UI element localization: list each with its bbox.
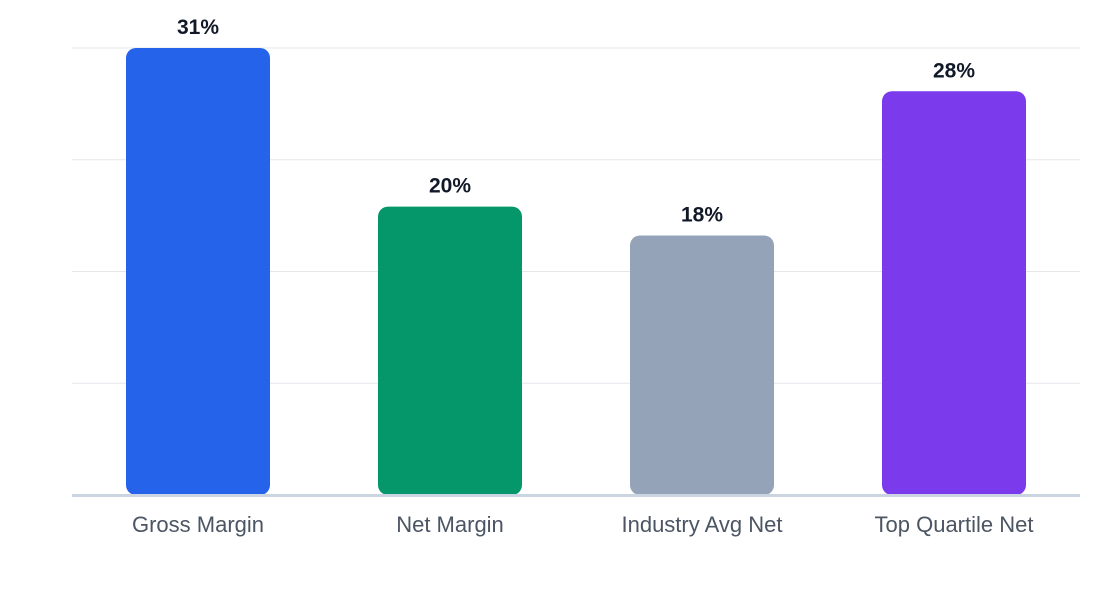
labels: 31% Gross Margin 20% Net Margin 18% Industry … — [132, 16, 1034, 537]
value-label-industry-avg-net: 18% — [681, 203, 723, 226]
category-label-industry-avg-net: Industry Avg Net — [621, 512, 782, 537]
category-label-gross-margin: Gross Margin — [132, 512, 264, 537]
category-label-top-quartile-net: Top Quartile Net — [875, 512, 1034, 537]
bar-net-margin — [378, 206, 522, 495]
value-label-gross-margin: 31% — [177, 16, 219, 39]
bars — [126, 48, 1026, 496]
value-label-top-quartile-net: 28% — [933, 59, 975, 82]
bar-top-quartile-net — [882, 91, 1026, 496]
value-label-net-margin: 20% — [429, 175, 471, 198]
category-label-net-margin: Net Margin — [396, 512, 504, 537]
bar-gross-margin — [126, 48, 270, 495]
bar-industry-avg-net — [630, 235, 774, 496]
